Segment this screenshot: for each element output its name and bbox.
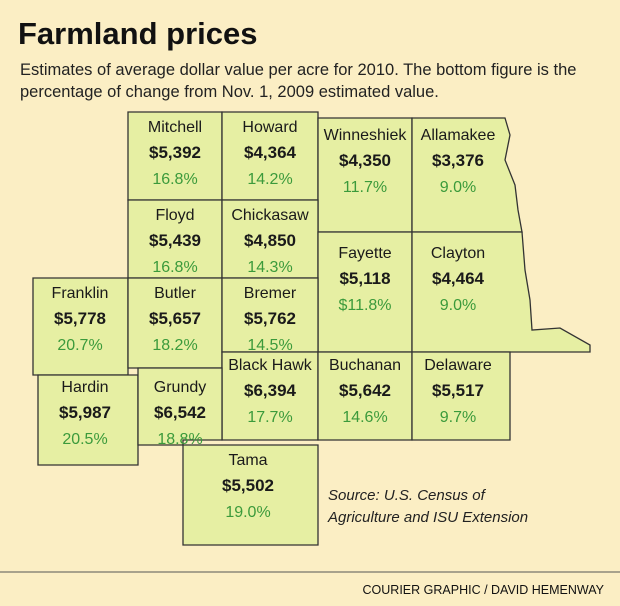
subtitle: Estimates of average dollar value per ac… [20, 61, 576, 79]
county [37, 374, 139, 466]
county-name: Buchanan [329, 357, 401, 374]
county-change: 20.5% [62, 431, 107, 448]
source: Agriculture and ISU Extension [327, 509, 528, 526]
county-name: Mitchell [148, 119, 202, 136]
county-name: Franklin [52, 285, 109, 302]
county-price: $5,642 [339, 381, 391, 400]
map: Mitchell $5,392 16.8% Howard $4,364 14.2% Winn… [32, 111, 591, 546]
county-name: Hardin [61, 379, 108, 396]
county-price: $5,657 [149, 309, 201, 328]
county-name: Bremer [244, 285, 297, 302]
title: Farmland prices [18, 16, 257, 51]
county-price: $5,517 [432, 381, 484, 400]
county-change: 16.8% [152, 171, 197, 188]
county-price: $5,762 [244, 309, 296, 328]
county-price: $4,850 [244, 231, 296, 250]
county-price: $5,392 [149, 143, 201, 162]
county-change: 19.0% [225, 504, 270, 521]
county-name: Chickasaw [231, 207, 309, 224]
county-price: $5,778 [54, 309, 106, 328]
county-price: $4,350 [339, 151, 391, 170]
source: Source: U.S. Census of [328, 487, 487, 504]
county-name: Howard [242, 119, 297, 136]
county-change: 14.2% [247, 171, 292, 188]
county-price: $5,987 [59, 403, 111, 422]
county-change: $11.8% [338, 297, 391, 314]
county-price: $5,502 [222, 476, 274, 495]
subtitle: percentage of change from Nov. 1, 2009 e… [20, 83, 439, 101]
county-change: 17.7% [247, 409, 292, 426]
county-price: $6,394 [244, 381, 297, 400]
county-name: Butler [154, 285, 196, 302]
county-change: 14.6% [342, 409, 387, 426]
county-price: $6,542 [154, 403, 206, 422]
county-change: 16.8% [152, 259, 197, 276]
county-name: Black Hawk [228, 357, 313, 374]
county-price: $5,439 [149, 231, 201, 250]
county-price: $5,118 [339, 269, 390, 288]
county-change: 9.7% [440, 409, 476, 426]
county [411, 351, 511, 441]
county-change: 9.0% [440, 297, 476, 314]
county-name: Grundy [154, 379, 206, 396]
county-change: 11.7% [343, 179, 387, 196]
county-name: Clayton [431, 245, 485, 262]
credit: COURIER GRAPHIC / DAVID HEMENWAY [363, 583, 605, 597]
county-name: Floyd [155, 207, 194, 224]
county [137, 367, 223, 446]
county-change: 14.5% [247, 337, 292, 354]
county-name: Fayette [338, 245, 391, 262]
county-name: Allamakee [421, 127, 496, 144]
county-change: 9.0% [440, 179, 476, 196]
county-name: Tama [228, 452, 267, 469]
county-price: $3,376 [432, 151, 484, 170]
county-change: 20.7% [57, 337, 102, 354]
county-price: $4,364 [244, 143, 297, 162]
county-price: $4,464 [432, 269, 485, 288]
county-change: 18.8% [157, 431, 202, 448]
county-change: 18.2% [152, 337, 197, 354]
county [182, 444, 319, 546]
county-name: Winneshiek [324, 127, 408, 144]
county-change: 14.3% [247, 259, 292, 276]
county-name: Delaware [424, 357, 492, 374]
